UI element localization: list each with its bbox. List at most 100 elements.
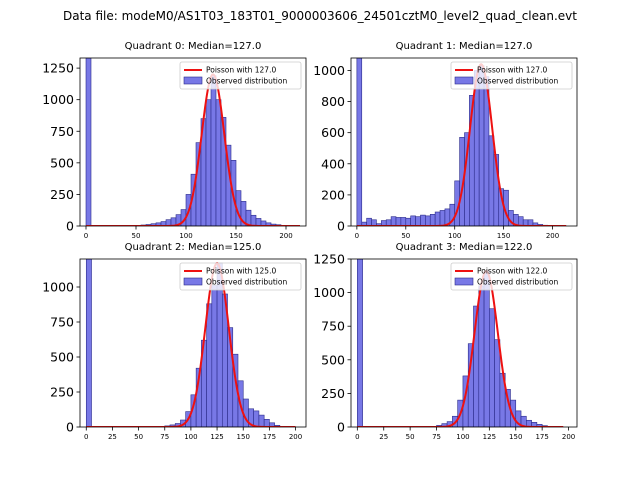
histogram-bar xyxy=(489,308,495,427)
legend-bar-swatch xyxy=(183,277,203,286)
histogram-bar xyxy=(263,418,270,427)
x-tick-label: 200 xyxy=(279,232,292,240)
x-tick-label: 100 xyxy=(184,433,197,441)
y-tick-label: 400 xyxy=(321,156,345,171)
histogram-bar xyxy=(483,270,490,427)
axes-frame xyxy=(79,57,307,227)
x-tick-label: 150 xyxy=(497,232,510,240)
legend-box xyxy=(450,262,573,291)
x-tick-label: 125 xyxy=(210,433,223,441)
quadrant-title: Quadrant 1: Median=127.0 xyxy=(396,41,533,52)
histogram-bar xyxy=(395,217,402,226)
histogram-bar xyxy=(494,339,501,427)
x-tick-label: 0 xyxy=(355,232,359,240)
y-tick-label: 750 xyxy=(50,315,74,330)
y-tick-label: 1250 xyxy=(313,252,345,267)
histogram-bar xyxy=(429,214,436,226)
histogram-bar xyxy=(210,75,217,226)
y-tick-label: 0 xyxy=(66,420,74,435)
y-tick-label: 750 xyxy=(50,124,74,139)
x-tick-label: 100 xyxy=(456,433,469,441)
histogram-bar xyxy=(206,303,213,427)
y-tick-label: 800 xyxy=(321,94,345,109)
quadrant-title: Quadrant 0: Median=127.0 xyxy=(125,41,262,52)
x-tick-label: 150 xyxy=(229,232,242,240)
histogram-bar xyxy=(366,217,372,226)
y-tick-label: 500 xyxy=(321,352,345,367)
quadrant-title: Quadrant 2: Median=125.0 xyxy=(125,242,262,253)
histogram-bar xyxy=(357,259,363,427)
y-tick-label: 250 xyxy=(50,187,74,202)
y-tick-label: 1000 xyxy=(42,92,74,107)
histogram-bar xyxy=(250,214,257,226)
legend-box xyxy=(179,61,302,90)
histogram-bar xyxy=(425,215,431,226)
x-tick-label: 175 xyxy=(263,433,276,441)
y-tick-label: 1000 xyxy=(42,280,74,295)
x-tick-label: 100 xyxy=(448,232,461,240)
legend: Poisson with 125.0 Observed distribution xyxy=(179,262,302,291)
x-tick-label: 200 xyxy=(562,433,575,441)
y-tick-label: 500 xyxy=(50,155,74,170)
histogram-bar xyxy=(478,65,485,226)
legend-bar-swatch xyxy=(454,277,474,286)
legend-box xyxy=(450,61,573,90)
x-tick-label: 50 xyxy=(132,232,141,240)
histogram-bar xyxy=(258,414,265,427)
legend-bar-swatch xyxy=(183,76,203,85)
legend: Poisson with 127.0 Observed distribution xyxy=(179,61,302,90)
legend-label-observed: Observed distribution xyxy=(206,77,287,86)
y-tick-label: 750 xyxy=(321,319,345,334)
x-tick-label: 0 xyxy=(84,433,88,441)
y-tick-label: 1000 xyxy=(313,63,345,78)
y-tick-label: 1250 xyxy=(42,61,74,76)
y-tick-label: 250 xyxy=(321,386,345,401)
x-tick-label: 200 xyxy=(289,433,302,441)
legend-label-fit: Poisson with 122.0 xyxy=(477,267,547,276)
x-tick-label: 75 xyxy=(160,433,169,441)
axes-frame xyxy=(350,258,578,428)
x-tick-label: 0 xyxy=(355,433,359,441)
legend-label-fit: Poisson with 125.0 xyxy=(206,267,276,276)
histogram-bar xyxy=(211,285,218,427)
x-tick-label: 25 xyxy=(108,433,117,441)
legend-label-observed: Observed distribution xyxy=(477,77,558,86)
y-tick-label: 0 xyxy=(337,420,345,435)
x-tick-label: 0 xyxy=(84,232,88,240)
histogram-bar xyxy=(356,58,363,226)
quadrant-1-panel: Quadrant 1: Median=127.0 0 200 400 600 800 100… xyxy=(313,41,578,240)
y-tick-label: 250 xyxy=(50,385,74,400)
histogram-bar xyxy=(205,99,212,226)
histogram-bar xyxy=(434,211,441,226)
y-tick-label: 200 xyxy=(321,187,345,202)
histogram-bar xyxy=(215,99,222,226)
figure-suptitle: Data file: modeM0/AS1T03_183T01_90000036… xyxy=(63,9,577,23)
y-tick-label: 1000 xyxy=(313,285,345,300)
y-tick-label: 500 xyxy=(50,350,74,365)
x-tick-label: 100 xyxy=(179,232,192,240)
histogram-bar xyxy=(400,217,407,226)
x-tick-label: 125 xyxy=(483,433,496,441)
legend-label-observed: Observed distribution xyxy=(206,278,287,287)
x-tick-label: 175 xyxy=(535,433,548,441)
axes-frame xyxy=(79,258,307,428)
legend-label-fit: Poisson with 127.0 xyxy=(477,66,547,75)
histogram-bar xyxy=(85,259,92,427)
histogram-bar xyxy=(253,410,260,427)
x-tick-label: 150 xyxy=(237,433,250,441)
histogram-bar xyxy=(405,217,411,226)
histogram-bar xyxy=(488,135,495,226)
x-tick-label: 25 xyxy=(379,433,388,441)
histogram-bar xyxy=(415,216,421,226)
x-tick-label: 200 xyxy=(546,232,559,240)
x-tick-label: 50 xyxy=(401,232,410,240)
histogram-bar xyxy=(390,216,397,226)
legend-box xyxy=(179,262,302,291)
y-tick-label: 0 xyxy=(66,219,74,234)
x-tick-label: 150 xyxy=(509,433,522,441)
legend: Poisson with 122.0 Observed distribution xyxy=(450,262,573,291)
y-tick-label: 0 xyxy=(337,219,345,234)
quadrant-2-panel: Quadrant 2: Median=125.0 0 250 500 750 1000 0 2… xyxy=(42,242,307,441)
histogram-bar xyxy=(255,218,262,226)
